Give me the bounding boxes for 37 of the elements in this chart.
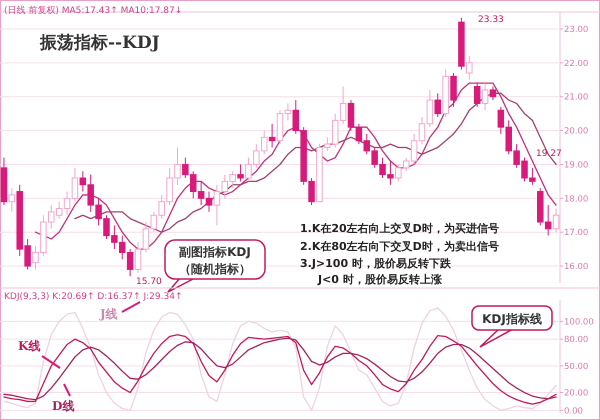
y-tick-label: 20.00 <box>564 126 588 137</box>
line-series <box>3 307 557 411</box>
y-tick-label: 0.00 <box>564 406 583 416</box>
candlestick <box>466 56 473 80</box>
y-tick-label: 80.00 <box>564 335 588 346</box>
chart-subtitle: (日线 前复权) MA5:17.43↑ MA10:17.87↓ <box>4 5 182 16</box>
y-tick-label: 21.00 <box>564 92 588 103</box>
annotation: J<0 时，股价易反转上涨 <box>317 273 443 286</box>
y-tick-label: 50.00 <box>564 362 588 372</box>
candlestick <box>490 86 496 101</box>
y-tick-label: 23.00 <box>564 24 588 35</box>
y-tick-label: 22.00 <box>564 58 588 69</box>
annotation: 1.K在20左右向上交叉D时，为买进信号 <box>300 222 499 235</box>
candlestick <box>482 82 488 111</box>
text: 振荡指标--KDJ <box>39 33 160 53</box>
annotation: 15.70 <box>136 277 162 287</box>
y-tick-label: 100.00 <box>564 317 594 328</box>
annotation: 2.K在80左右向下交叉D时，为卖出信号 <box>300 240 499 253</box>
annotation: KDJ指标线 <box>482 312 542 326</box>
y-tick-label: 19.00 <box>564 160 588 170</box>
series-label: K线 <box>18 339 40 353</box>
series-label: D线 <box>52 399 74 413</box>
chart-subtitle: KDJ(9,3,3) K:20.69↑ D:16.37↑ J:29.34↑ <box>4 292 182 302</box>
candlestick <box>450 72 457 108</box>
candlestick <box>434 92 442 118</box>
annotation: 3.J>100 时，股价易反转下跌 <box>300 257 452 270</box>
y-tick-label: 18.00 <box>564 194 588 204</box>
series-label: J线 <box>99 307 118 321</box>
annotation: 23.33 <box>478 15 504 25</box>
candlestick <box>474 82 480 108</box>
candlestick <box>8 188 16 212</box>
candlestick <box>237 164 244 182</box>
y-tick-label: 20.00 <box>564 388 588 399</box>
y-tick-label: 16.00 <box>564 262 588 272</box>
annotation: 副图指标KDJ（随机指标） <box>179 245 251 276</box>
y-tick-label: 17.00 <box>564 228 588 238</box>
candlestick <box>268 123 276 148</box>
